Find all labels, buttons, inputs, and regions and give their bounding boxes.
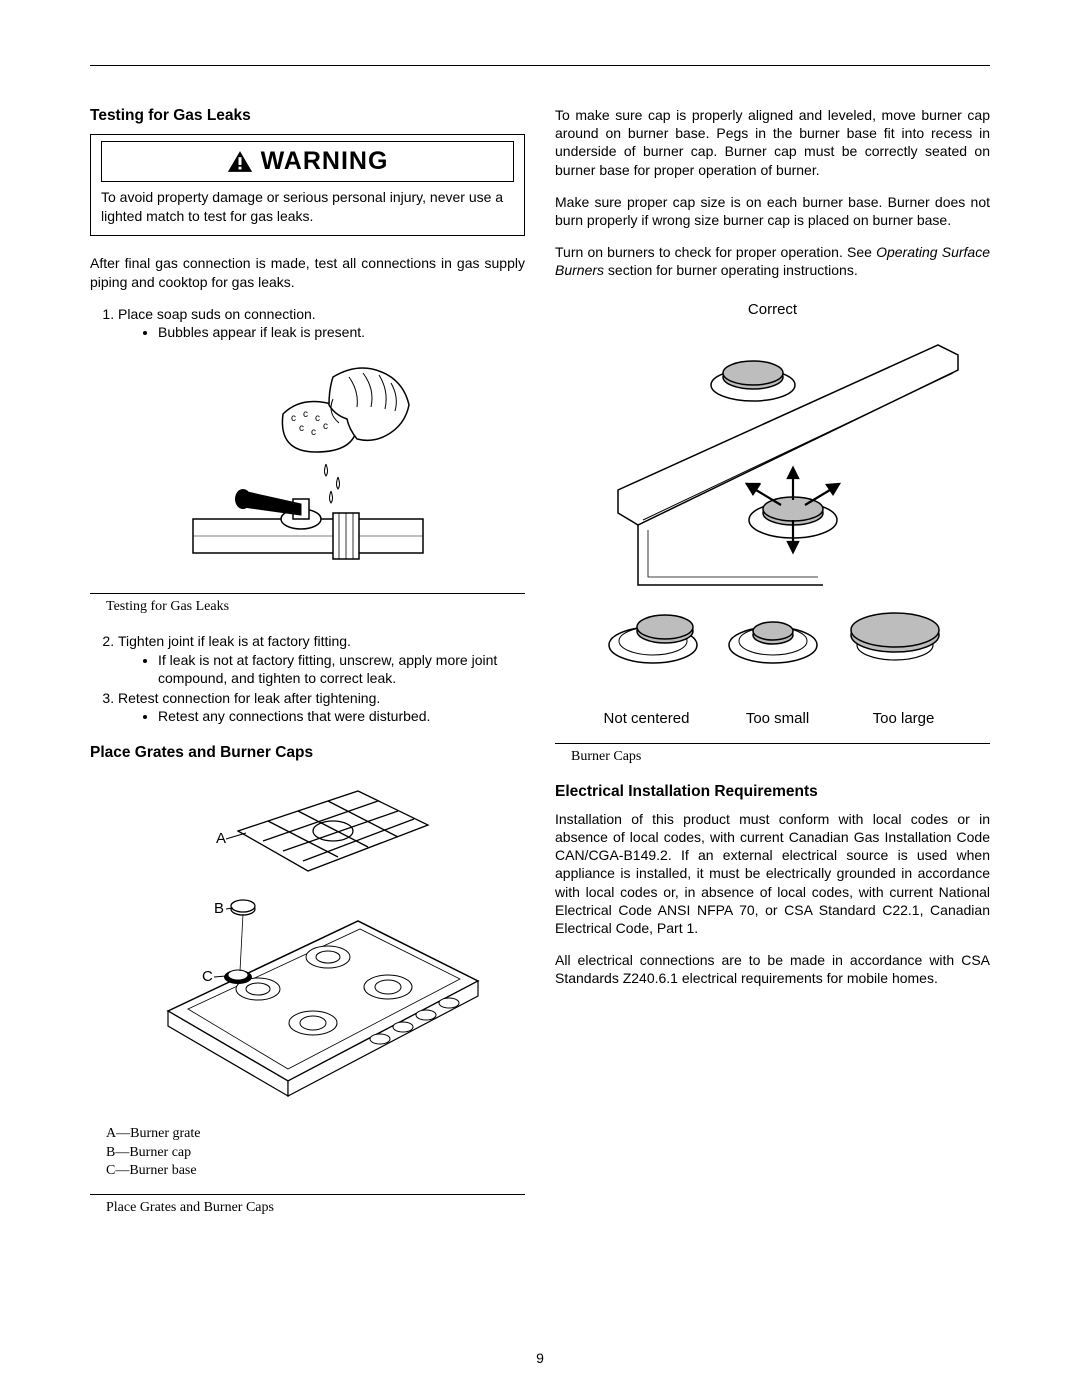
warning-box: WARNING To avoid property damage or seri… <box>90 134 525 236</box>
right-column: To make sure cap is properly aligned and… <box>555 106 990 1233</box>
burner-bottom-labels: Not centered Too small Too large <box>583 709 963 729</box>
step-1-bullets: Bubbles appear if leak is present. <box>118 323 525 341</box>
step-2-bullet: If leak is not at factory fitting, unscr… <box>158 651 525 687</box>
svg-text:c: c <box>323 421 328 432</box>
page-number: 9 <box>0 1349 1080 1367</box>
label-c: C <box>202 968 213 985</box>
label-a: A <box>216 830 226 847</box>
figure-2-rule <box>90 1194 525 1195</box>
right-p3b: section for burner operating instruction… <box>604 262 858 278</box>
steps-list-1: Place soap suds on connection. Bubbles a… <box>90 305 525 341</box>
heading-place-grates: Place Grates and Burner Caps <box>90 743 525 763</box>
cooktop-illustration: A B C <box>128 781 488 1111</box>
heading-testing-gas-leaks: Testing for Gas Leaks <box>90 106 525 126</box>
heading-electrical: Electrical Installation Requirements <box>555 782 990 802</box>
step-1-bullet: Bubbles appear if leak is present. <box>158 323 525 341</box>
legend-b: B—Burner cap <box>106 1144 525 1162</box>
figure-burner-caption: Burner Caps <box>571 748 990 766</box>
figure-burner-caps: Correct <box>555 300 990 729</box>
figure-cooktop: A B C <box>90 781 525 1111</box>
soap-test-illustration: cc cc cc <box>183 359 433 579</box>
step-2: Tighten joint if leak is at factory fitt… <box>118 632 525 687</box>
step-1: Place soap suds on connection. Bubbles a… <box>118 305 525 341</box>
figure-2-caption: Place Grates and Burner Caps <box>106 1199 525 1217</box>
label-too-small: Too small <box>723 709 833 729</box>
electrical-p1: Installation of this product must confor… <box>555 810 990 937</box>
warning-header: WARNING <box>101 141 514 182</box>
svg-text:c: c <box>315 413 320 424</box>
warning-triangle-icon <box>227 150 253 173</box>
label-not-centered: Not centered <box>587 709 707 729</box>
step-3: Retest connection for leak after tighten… <box>118 689 525 725</box>
svg-text:c: c <box>291 413 296 424</box>
svg-text:c: c <box>299 423 304 434</box>
right-p1: To make sure cap is properly aligned and… <box>555 106 990 179</box>
step-1-text: Place soap suds on connection. <box>118 306 316 322</box>
warning-body-text: To avoid property damage or serious pers… <box>101 188 514 226</box>
figure-2-legend: A—Burner grate B—Burner cap C—Burner bas… <box>106 1125 525 1180</box>
figure-1-caption: Testing for Gas Leaks <box>106 598 525 616</box>
svg-text:c: c <box>303 409 308 420</box>
left-column: Testing for Gas Leaks WARNING To avoid p… <box>90 106 525 1233</box>
figure-soap-test: cc cc cc <box>90 359 525 579</box>
right-p2: Make sure proper cap size is on each bur… <box>555 193 990 229</box>
paragraph-after-warning: After final gas connection is made, test… <box>90 254 525 290</box>
figure-1-rule <box>90 593 525 594</box>
top-horizontal-rule <box>90 65 990 66</box>
step-3-text: Retest connection for leak after tighten… <box>118 690 380 706</box>
step-2-text: Tighten joint if leak is at factory fitt… <box>118 633 351 649</box>
right-p3: Turn on burners to check for proper oper… <box>555 243 990 279</box>
electrical-p2: All electrical connections are to be mad… <box>555 951 990 987</box>
steps-list-2: Tighten joint if leak is at factory fitt… <box>90 632 525 725</box>
legend-c: C—Burner base <box>106 1162 525 1180</box>
label-too-large: Too large <box>849 709 959 729</box>
warning-word: WARNING <box>261 145 389 178</box>
step-3-bullet: Retest any connections that were disturb… <box>158 707 525 725</box>
right-p3a: Turn on burners to check for proper oper… <box>555 244 876 260</box>
svg-text:c: c <box>311 427 316 438</box>
burner-caps-illustration <box>583 325 963 705</box>
figure-burner-rule <box>555 743 990 744</box>
correct-label: Correct <box>748 300 797 320</box>
legend-a: A—Burner grate <box>106 1125 525 1143</box>
two-column-layout: Testing for Gas Leaks WARNING To avoid p… <box>90 106 990 1233</box>
label-b: B <box>214 900 224 917</box>
